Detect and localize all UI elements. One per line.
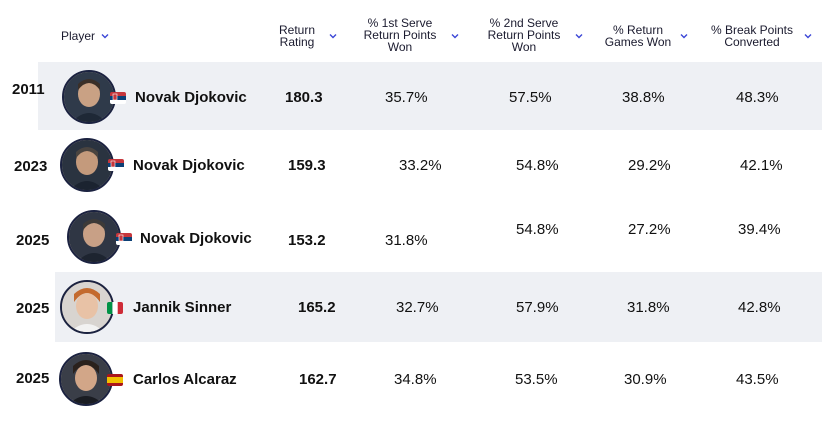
second-serve-value: 57.9% xyxy=(516,299,559,316)
chevron-down-icon[interactable] xyxy=(328,31,338,41)
header-return-games-line2: Games Won xyxy=(604,35,672,49)
second-serve-value: 53.5% xyxy=(515,371,558,388)
player-name[interactable]: Jannik Sinner xyxy=(133,299,232,316)
header-return-rating-line1: Return xyxy=(278,23,316,37)
player-avatar[interactable] xyxy=(60,138,114,192)
second-serve-value: 54.8% xyxy=(516,157,559,174)
second-serve-value: 54.8% xyxy=(516,221,559,238)
return-rating-value: 180.3 xyxy=(285,89,323,106)
chevron-down-icon[interactable] xyxy=(803,31,813,41)
player-avatar[interactable] xyxy=(62,70,116,124)
header-second-serve-line3: Won xyxy=(511,40,537,54)
header-player[interactable]: Player xyxy=(61,30,95,42)
serbia-flag-icon xyxy=(116,233,132,245)
player-name[interactable]: Novak Djokovic xyxy=(133,157,245,174)
first-serve-value: 34.8% xyxy=(394,371,437,388)
return-rating-value: 165.2 xyxy=(298,299,336,316)
return-games-value: 27.2% xyxy=(628,221,671,238)
second-serve-value: 57.5% xyxy=(509,89,552,106)
serbia-flag-icon xyxy=(108,159,124,171)
player-avatar[interactable] xyxy=(59,352,113,406)
season-year: 2011 xyxy=(12,81,45,98)
chevron-down-icon[interactable] xyxy=(450,31,460,41)
chevron-down-icon[interactable] xyxy=(100,31,110,41)
player-name[interactable]: Novak Djokovic xyxy=(135,89,247,106)
header-first-serve-line2: Return Points xyxy=(363,28,437,42)
header-player-label: Player xyxy=(61,29,96,43)
season-year: 2025 xyxy=(16,370,50,387)
italy-flag-icon xyxy=(107,302,123,314)
player-name[interactable]: Carlos Alcaraz xyxy=(133,371,237,388)
first-serve-value: 32.7% xyxy=(396,299,439,316)
break-points-value: 43.5% xyxy=(736,371,779,388)
player-name[interactable]: Novak Djokovic xyxy=(140,230,252,247)
header-second-serve-line2: Return Points xyxy=(487,28,561,42)
player-avatar[interactable] xyxy=(60,280,114,334)
serbia-flag-icon xyxy=(110,92,126,104)
header-break-points-line2: Converted xyxy=(724,35,780,49)
header-first-serve[interactable]: % 1st Serve Return Points Won xyxy=(352,17,448,53)
return-rating-value: 153.2 xyxy=(288,232,326,249)
season-year: 2025 xyxy=(16,232,50,249)
return-rating-value: 159.3 xyxy=(288,157,326,174)
row-band-4 xyxy=(55,272,822,342)
row-band-1 xyxy=(38,62,822,130)
first-serve-value: 35.7% xyxy=(385,89,428,106)
first-serve-value: 33.2% xyxy=(399,157,442,174)
chevron-down-icon[interactable] xyxy=(679,31,689,41)
return-games-value: 30.9% xyxy=(624,371,667,388)
header-second-serve-line1: % 2nd Serve xyxy=(489,16,559,30)
header-return-games-line1: % Return xyxy=(612,23,664,37)
player-avatar[interactable] xyxy=(67,210,121,264)
return-games-value: 38.8% xyxy=(622,89,665,106)
header-break-points-line1: % Break Points xyxy=(710,23,794,37)
header-return-rating-line2: Rating xyxy=(279,35,315,49)
header-return-games[interactable]: % Return Games Won xyxy=(600,24,676,48)
chevron-down-icon[interactable] xyxy=(574,31,584,41)
break-points-value: 42.8% xyxy=(738,299,781,316)
break-points-value: 39.4% xyxy=(738,221,781,238)
season-year: 2023 xyxy=(14,158,48,175)
header-return-rating[interactable]: Return Rating xyxy=(270,24,324,48)
return-rating-value: 162.7 xyxy=(299,371,337,388)
header-first-serve-line3: Won xyxy=(387,40,413,54)
spain-flag-icon xyxy=(107,374,123,386)
header-first-serve-line1: % 1st Serve xyxy=(367,16,433,30)
return-games-value: 31.8% xyxy=(627,299,670,316)
break-points-value: 48.3% xyxy=(736,89,779,106)
season-year: 2025 xyxy=(16,300,50,317)
header-break-points[interactable]: % Break Points Converted xyxy=(704,24,800,48)
return-games-value: 29.2% xyxy=(628,157,671,174)
first-serve-value: 31.8% xyxy=(385,232,428,249)
break-points-value: 42.1% xyxy=(740,157,783,174)
header-second-serve[interactable]: % 2nd Serve Return Points Won xyxy=(476,17,572,53)
